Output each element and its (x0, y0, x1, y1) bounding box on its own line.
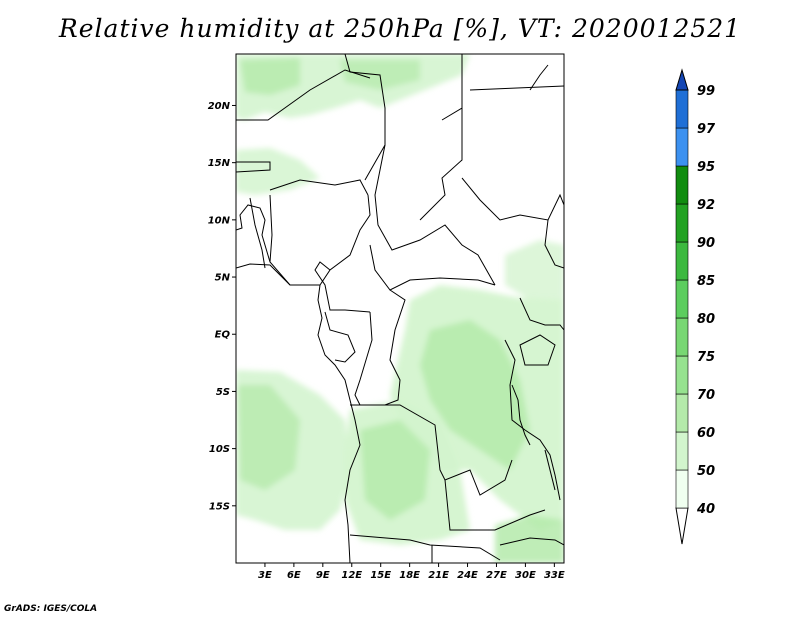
border-namibia (349, 534, 501, 561)
border-north-4 (469, 85, 564, 91)
colorbar-segment (675, 241, 689, 281)
lon-axis: 3E 6E 9E 12E 15E 18E 21E 24E 27E 30E 33E (258, 563, 565, 581)
border-rwanda (504, 339, 526, 431)
lon-tick-label: 3E (258, 570, 272, 581)
colorbar-label: 50 (697, 464, 715, 479)
border-drc-north (360, 289, 406, 406)
border-sahel-2 (269, 179, 369, 196)
grads-credit: GrADS: IGES/COLA (4, 604, 98, 614)
colorbar-segment (675, 89, 689, 129)
humidity-area-northwest-core (240, 58, 300, 95)
lat-tick-label: 5S (216, 387, 230, 398)
lat-axis: 20N 15N 10N 5N EQ 5S 10S 15S (208, 101, 236, 512)
humidity-area-east-strip (505, 240, 564, 300)
lon-tick-label: 24E (457, 570, 478, 581)
border-north-5 (419, 108, 463, 221)
colorbar-label: 97 (697, 122, 716, 137)
colorbar-label: 70 (697, 388, 715, 403)
coast-central (317, 284, 361, 563)
border-tanzania (524, 429, 561, 501)
colorbar-segment (675, 127, 689, 167)
coast-west-bulge (236, 204, 271, 263)
lat-tick-label: 15S (209, 501, 230, 512)
lon-tick-label: 33E (544, 570, 565, 581)
colorbar-segment (675, 469, 689, 509)
coast-lake-tanganyika (511, 384, 531, 446)
lat-tick-label: EQ (215, 330, 231, 341)
lon-tick-label: 12E (341, 570, 362, 581)
colorbar-segment (675, 165, 689, 205)
humidity-area-atlantic-core (238, 385, 300, 490)
humidity-area-congo-core (420, 320, 530, 470)
border-chad (374, 144, 496, 286)
border-cameroon (314, 261, 371, 313)
humidity-area-angola-core (360, 420, 430, 520)
colorbar-label: 99 (697, 84, 715, 99)
border-zimbabwe (499, 537, 564, 546)
border-nigeria (269, 194, 371, 286)
humidity-area-sahel (236, 148, 320, 195)
colorbar-segment (675, 393, 689, 433)
border-zambia (444, 479, 546, 531)
border-north-2 (344, 54, 386, 181)
lon-tick-label: 6E (287, 570, 301, 581)
colorbar-label: 75 (697, 350, 715, 365)
colorbar-segment (675, 279, 689, 319)
lat-tick-label: 10N (208, 215, 231, 226)
colorbar-lower-arrow (675, 507, 689, 545)
lon-tick-label: 15E (370, 570, 391, 581)
colorbar-segment (675, 431, 689, 471)
lon-tick-label: 30E (515, 570, 536, 581)
borders (236, 54, 564, 563)
colorbar-label: 90 (697, 236, 715, 251)
border-car (369, 244, 496, 291)
border-sahel-1 (236, 161, 271, 173)
colorbar-upper-arrow (675, 68, 689, 91)
coast-lake-victoria (519, 334, 556, 366)
border-congo-rep (354, 311, 373, 406)
lon-tick-label: 21E (428, 570, 449, 581)
colorbar-label: 40 (696, 502, 715, 517)
border-sudan (461, 177, 564, 221)
colorbar-segment (675, 203, 689, 243)
lon-tick-label: 9E (316, 570, 330, 581)
colorbar-label: 85 (697, 274, 715, 289)
colorbar-label: 92 (697, 198, 715, 213)
lon-tick-label: 18E (399, 570, 420, 581)
lon-tick-label: 27E (486, 570, 507, 581)
lat-tick-label: 15N (208, 158, 231, 169)
humidity-area-southeast (495, 515, 564, 563)
border-benin (249, 197, 266, 269)
border-gabon (324, 311, 356, 363)
colorbar-segment (675, 355, 689, 395)
humidity-shading (236, 54, 564, 563)
coast-east-horn (529, 64, 549, 91)
lat-tick-label: 5N (215, 273, 231, 284)
lat-tick-label: 20N (208, 101, 231, 112)
coast-guinea (236, 263, 291, 286)
map-title: Relative humidity at 250hPa [%], VT: 202… (58, 14, 742, 43)
map-frame (235, 53, 565, 564)
colorbar-segment (675, 317, 689, 357)
lat-tick-label: 10S (209, 444, 230, 455)
border-uganda (519, 297, 564, 331)
border-south-sudan (544, 219, 564, 269)
colorbar: 40 50 60 70 75 80 85 90 92 95 97 99 (675, 68, 716, 545)
colorbar-label: 95 (697, 160, 715, 175)
colorbar-label: 60 (697, 426, 715, 441)
colorbar-label: 80 (697, 312, 715, 327)
coast-lake-malawi (544, 449, 556, 491)
